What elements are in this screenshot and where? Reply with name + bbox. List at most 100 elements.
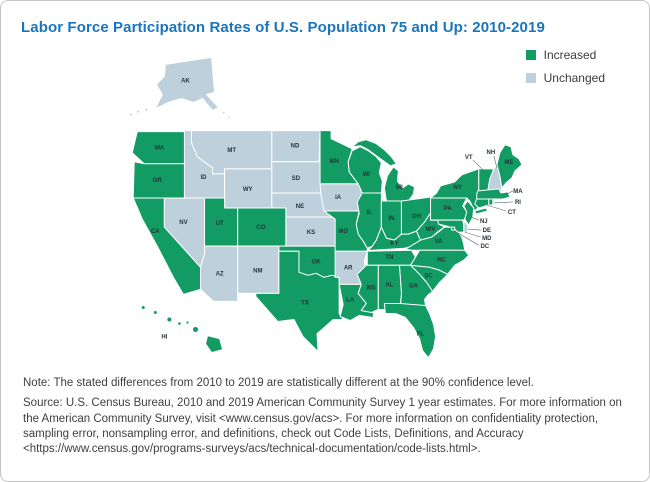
state-label-HI: HI xyxy=(161,335,167,341)
callout-line-DC xyxy=(454,230,479,246)
state-NY-long-island xyxy=(474,207,489,215)
state-AK-island xyxy=(144,107,149,112)
state-label-AZ: AZ xyxy=(216,271,224,277)
state-TX xyxy=(255,250,344,353)
state-label-VT: VT xyxy=(465,155,473,161)
state-label-NC: NC xyxy=(437,257,446,263)
state-HI-island xyxy=(177,321,182,326)
note-text: Note: The stated differences from 2010 t… xyxy=(23,377,534,389)
state-RI xyxy=(488,198,494,206)
state-label-AK: AK xyxy=(181,78,190,84)
state-HI-island xyxy=(166,316,173,323)
state-label-RI: RI xyxy=(515,200,521,206)
state-label-SC: SC xyxy=(424,273,433,279)
state-NJ xyxy=(463,200,475,226)
state-label-CA: CA xyxy=(151,229,160,235)
callout-line-CT xyxy=(486,204,506,212)
state-label-MT: MT xyxy=(227,148,236,154)
state-label-OH: OH xyxy=(412,214,421,220)
state-label-MI: MI xyxy=(396,185,403,191)
state-label-IN: IN xyxy=(388,216,394,222)
state-label-UT: UT xyxy=(216,221,224,227)
page-title: Labor Force Participation Rates of U.S. … xyxy=(21,19,545,36)
legend-item-unchanged: Unchanged xyxy=(525,71,605,85)
us-choropleth-map: WA OR CA NV ID MT WY UT CO AZ NM ND SD N… xyxy=(129,56,523,359)
state-HI-island xyxy=(191,326,200,334)
state-label-CO: CO xyxy=(256,225,265,231)
state-label-TN: TN xyxy=(385,255,393,261)
state-AK xyxy=(154,56,220,112)
state-label-NV: NV xyxy=(179,220,187,226)
state-label-MD: MD xyxy=(482,236,492,242)
state-label-NH: NH xyxy=(486,150,495,156)
state-label-MS: MS xyxy=(367,285,376,291)
state-label-DE: DE xyxy=(483,228,491,234)
state-label-NY: NY xyxy=(454,185,462,191)
state-DC xyxy=(451,226,456,231)
state-label-ND: ND xyxy=(291,144,300,150)
state-label-WV: WV xyxy=(426,227,436,233)
state-MA xyxy=(476,188,511,200)
state-label-KS: KS xyxy=(307,230,315,236)
state-label-DC: DC xyxy=(480,244,489,250)
state-HI-island xyxy=(140,304,146,310)
state-label-OK: OK xyxy=(312,259,322,265)
legend-swatch-increased-icon xyxy=(525,50,536,60)
map-legend: Increased Unchanged xyxy=(525,48,605,94)
state-DE xyxy=(463,220,469,233)
state-label-GA: GA xyxy=(409,283,419,289)
legend-label-unchanged: Unchanged xyxy=(543,71,605,85)
state-MD xyxy=(437,219,465,233)
state-label-MO: MO xyxy=(338,229,348,235)
state-label-AR: AR xyxy=(344,265,353,271)
state-label-AL: AL xyxy=(385,282,393,288)
state-label-VA: VA xyxy=(435,239,444,245)
state-label-FL: FL xyxy=(417,332,425,338)
state-HI-island xyxy=(185,320,190,325)
state-label-SD: SD xyxy=(292,176,301,182)
state-MI-upper xyxy=(351,139,397,167)
state-HI-island xyxy=(152,309,158,315)
state-label-OR: OR xyxy=(153,178,163,184)
callout-line-NJ xyxy=(470,216,479,221)
callout-line-MD xyxy=(464,231,481,238)
state-WI xyxy=(347,146,383,194)
source-text: Source: U.S. Census Bureau, 2010 and 201… xyxy=(23,397,622,456)
state-label-IL: IL xyxy=(367,210,373,216)
state-label-MA: MA xyxy=(513,189,523,195)
state-FL xyxy=(383,302,437,359)
state-label-WI: WI xyxy=(363,172,371,178)
state-label-WA: WA xyxy=(154,146,164,152)
state-AK-island xyxy=(221,110,226,115)
state-CT xyxy=(474,198,490,209)
state-label-CT: CT xyxy=(508,210,516,216)
state-AK-island xyxy=(129,112,134,117)
state-label-ID: ID xyxy=(201,175,208,181)
state-label-TX: TX xyxy=(301,300,309,306)
state-label-KY: KY xyxy=(390,241,398,247)
state-label-IA: IA xyxy=(335,195,342,201)
callout-line-RI xyxy=(493,201,513,204)
state-AK-island xyxy=(136,109,141,114)
callout-line-VT xyxy=(472,159,485,172)
legend-swatch-unchanged-icon xyxy=(525,73,536,83)
state-label-LA: LA xyxy=(346,297,355,303)
state-label-NJ: NJ xyxy=(480,219,488,225)
state-label-MN: MN xyxy=(329,159,338,165)
state-label-NM: NM xyxy=(253,268,262,274)
legend-item-increased: Increased xyxy=(525,48,605,62)
state-ME xyxy=(496,144,523,189)
state-label-PA: PA xyxy=(444,206,453,212)
callout-line-DE xyxy=(467,228,481,231)
callout-line-NH xyxy=(493,155,498,168)
state-HI xyxy=(205,335,224,354)
state-label-WY: WY xyxy=(243,187,253,193)
legend-label-increased: Increased xyxy=(543,48,597,62)
state-label-NE: NE xyxy=(296,204,304,210)
state-label-ME: ME xyxy=(504,160,513,166)
state-MI xyxy=(383,166,415,202)
callout-line-MA xyxy=(506,190,514,195)
footnotes: Note: The stated differences from 2010 t… xyxy=(21,376,629,458)
state-AK-island xyxy=(226,115,231,120)
